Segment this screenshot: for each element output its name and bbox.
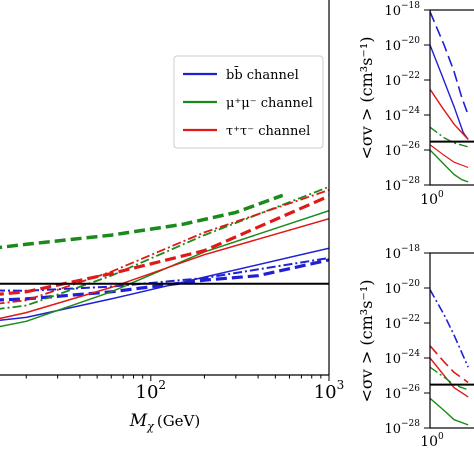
y-tick-label-4: 10−26 bbox=[384, 384, 420, 402]
bottom-series-group bbox=[430, 289, 474, 426]
bottom-y-axis-label: <σv > (cm³s⁻¹) bbox=[357, 279, 376, 402]
y-tick-label-1: 10−20 bbox=[384, 279, 420, 297]
top-y-tick-group: 10−18 10−20 10−22 10−24 10−26 10−28 bbox=[384, 1, 430, 194]
series-line-1-1 bbox=[430, 44, 469, 140]
series-line-0-4 bbox=[0, 193, 284, 250]
top-right-chart-panel: 10−18 10−20 10−22 10−24 10−26 10−28 <σv > (cm… bbox=[357, 1, 474, 208]
y-tick-label-4: 10−26 bbox=[384, 141, 420, 159]
top-y-axis-label: <σv > (cm³s⁻¹) bbox=[357, 36, 376, 159]
y-tick-label-0: 10−18 bbox=[384, 1, 420, 19]
top-series-group bbox=[430, 11, 474, 183]
y-tick-label-5: 10−28 bbox=[384, 419, 420, 437]
series-line-1-0 bbox=[430, 11, 469, 116]
series-line-1-4 bbox=[430, 149, 469, 183]
bottom-x-tick-label: 100 bbox=[420, 432, 444, 450]
legend-label-0: bb̄ channel bbox=[226, 66, 299, 83]
series-line-0-2 bbox=[0, 257, 329, 292]
y-tick-label-5: 10−28 bbox=[384, 176, 420, 194]
x-tick-label-1: 102 bbox=[136, 378, 167, 403]
series-line-0-0 bbox=[0, 247, 329, 322]
series-line-0-7 bbox=[0, 194, 329, 296]
series-line-1-5 bbox=[430, 144, 469, 169]
bottom-right-chart-panel: 10−18 10−20 10−22 10−24 10−26 10−28 <σv > (cm… bbox=[357, 244, 474, 450]
series-line-1-3 bbox=[430, 126, 469, 148]
series-line-0-6 bbox=[0, 217, 329, 320]
y-tick-label-3: 10−24 bbox=[384, 106, 420, 124]
top-x-tick-label: 100 bbox=[420, 190, 444, 208]
series-line-2-0 bbox=[430, 289, 469, 368]
series-line-0-3 bbox=[0, 209, 329, 328]
series-line-1-2 bbox=[430, 88, 469, 140]
y-tick-label-0: 10−18 bbox=[384, 244, 420, 262]
main-series-group bbox=[0, 185, 329, 328]
x-tick-label-2: 103 bbox=[314, 378, 345, 403]
series-line-2-4 bbox=[430, 397, 469, 426]
y-tick-label-3: 10−24 bbox=[384, 349, 420, 367]
series-line-0-1 bbox=[0, 258, 329, 302]
y-tick-label-2: 10−22 bbox=[384, 314, 420, 332]
series-line-2-2 bbox=[430, 345, 469, 384]
series-line-2-3 bbox=[430, 366, 469, 391]
series-line-0-5 bbox=[0, 185, 329, 310]
series-line-0-8 bbox=[0, 189, 329, 305]
legend: bb̄ channel μ⁺μ⁻ channel τ⁺τ⁻ channel bbox=[173, 55, 324, 149]
bottom-y-tick-group: 10−18 10−20 10−22 10−24 10−26 10−28 bbox=[384, 244, 430, 437]
bottom-plot-frame bbox=[429, 252, 474, 429]
legend-label-2: τ⁺τ⁻ channel bbox=[226, 124, 310, 139]
main-x-tick-group: 01102103 bbox=[25, 375, 345, 403]
y-tick-label-2: 10−22 bbox=[384, 71, 420, 89]
top-plot-frame bbox=[429, 9, 474, 186]
x-axis-label: Mχ (GeV) bbox=[129, 411, 201, 433]
series-line-2-1 bbox=[430, 357, 469, 398]
legend-box bbox=[173, 55, 324, 149]
legend-label-1: μ⁺μ⁻ channel bbox=[226, 96, 313, 111]
y-tick-label-1: 10−20 bbox=[384, 36, 420, 54]
